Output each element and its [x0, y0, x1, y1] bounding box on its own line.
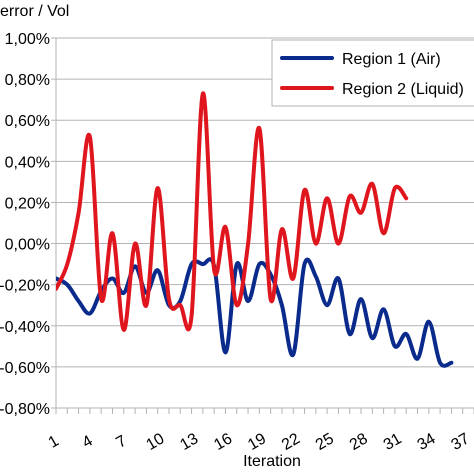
x-tick-label: 31	[381, 430, 405, 454]
y-tick-label: 0,60%	[5, 113, 50, 130]
x-tick-label: 1	[46, 432, 62, 451]
legend-label: Region 1 (Air)	[342, 51, 441, 68]
y-tick-label: -0,60%	[0, 360, 50, 377]
x-axis-title: Iteration	[243, 453, 301, 470]
series-lines	[56, 91, 454, 368]
series-line-region-1	[56, 257, 454, 368]
x-tick-label: 34	[415, 430, 439, 454]
x-tick-label: 4	[80, 432, 96, 451]
y-tick-labels: -0,80% -0,60% -0,40% -0,20% 0,00% 0,20% 0,40% 0…	[0, 31, 50, 418]
legend-box	[271, 39, 474, 107]
x-tick-label: 7	[113, 432, 129, 451]
x-tick-label: 13	[177, 430, 201, 454]
x-tick-label: 25	[313, 430, 337, 454]
y-tick-label: 0,80%	[5, 72, 50, 89]
x-tick-label: 16	[211, 430, 235, 454]
x-tick-label: 22	[279, 430, 303, 454]
x-tick-label: 37	[448, 430, 472, 454]
x-tick-labels: 1 4 7 10 13 16 19 22 25 28 31 34 37	[46, 430, 473, 454]
y-tick-label: 0,00%	[5, 237, 50, 254]
y-tick-label: -0,20%	[0, 278, 50, 295]
y-tick-label: -0,80%	[0, 401, 50, 418]
x-tick-label: 28	[347, 430, 371, 454]
y-tick-label: 1,00%	[5, 31, 50, 48]
axes	[51, 37, 474, 414]
legend: Region 1 (Air) Region 2 (Liquid)	[271, 39, 474, 107]
legend-label: Region 2 (Liquid)	[342, 81, 464, 98]
x-tick-label: 10	[143, 430, 167, 454]
y-axis-title: error / Vol	[0, 3, 69, 20]
y-tick-label: 0,20%	[5, 195, 50, 212]
y-tick-label: 0,40%	[5, 154, 50, 171]
y-tick-label: -0,40%	[0, 319, 50, 336]
series-line-region-2	[56, 91, 409, 332]
x-tick-label: 19	[245, 430, 269, 454]
